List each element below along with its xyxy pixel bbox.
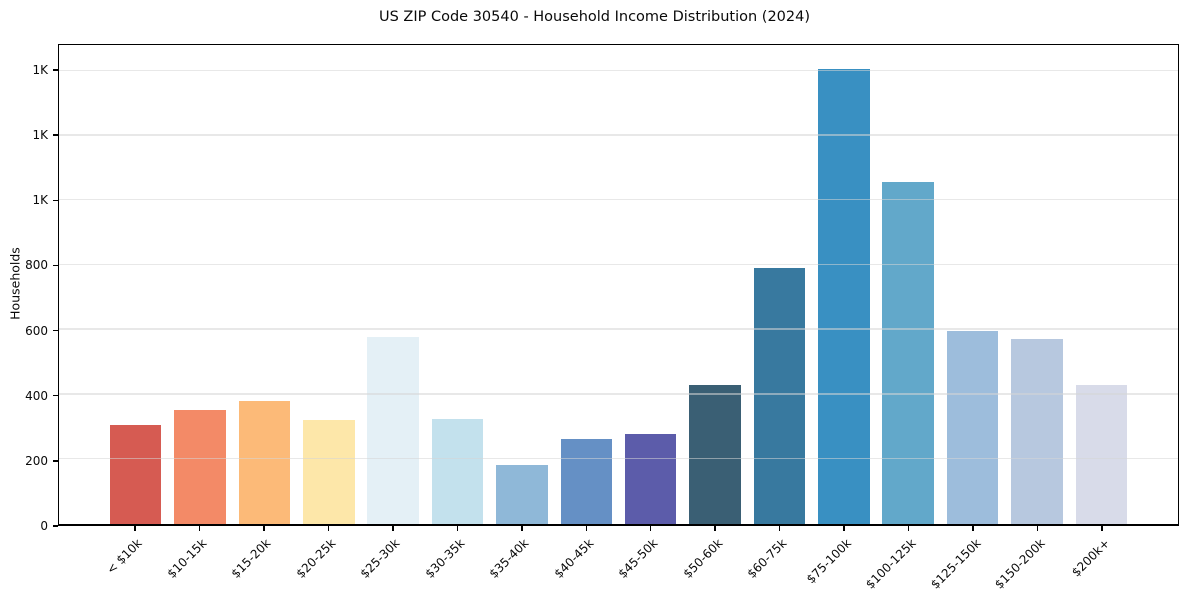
- y-tick-mark: [53, 69, 58, 71]
- bar: [303, 420, 355, 524]
- x-tick-mark: [1036, 526, 1039, 531]
- x-tick-label: $40-45k: [551, 536, 597, 581]
- x-tick-mark: [134, 526, 136, 531]
- x-tick-label: $35-40k: [486, 536, 532, 581]
- y-tick-label: 1K: [32, 128, 48, 143]
- x-tick-label: $50-60k: [680, 536, 726, 581]
- gridline: [59, 69, 1178, 71]
- x-tick-mark: [263, 526, 265, 531]
- x-tick-mark: [521, 526, 523, 531]
- chart-title: US ZIP Code 30540 - Household Income Dis…: [378, 9, 811, 25]
- x-tick-label: < $10k: [103, 536, 145, 577]
- y-tick-label: 1K: [32, 63, 48, 78]
- x-tick-label: $25-30k: [357, 536, 403, 581]
- bar: [624, 434, 677, 524]
- x-tick-label: $15-20k: [228, 536, 274, 581]
- y-tick-mark: [53, 134, 58, 136]
- bar: [818, 68, 870, 524]
- x-tick-label: $30-35k: [422, 536, 468, 581]
- y-tick-mark: [53, 264, 58, 267]
- bar: [560, 439, 613, 524]
- plot-area: [58, 44, 1179, 526]
- x-tick-mark: [972, 526, 974, 531]
- x-tick-label: $20-25k: [293, 536, 339, 581]
- y-tick-label: 0: [40, 519, 48, 533]
- bar: [109, 424, 162, 524]
- x-tick-label: $100-125k: [862, 536, 919, 590]
- x-tick-mark: [585, 526, 587, 531]
- y-tick-label: 800: [25, 258, 48, 273]
- bar: [946, 331, 999, 524]
- x-tick-mark: [843, 526, 845, 531]
- gridline: [59, 198, 1178, 201]
- y-tick-label: 1K: [32, 193, 48, 208]
- bar: [753, 267, 806, 524]
- bar: [689, 384, 741, 524]
- x-tick-mark: [1101, 526, 1103, 531]
- gridline: [59, 328, 1178, 330]
- x-tick-label: $200k+: [1068, 536, 1113, 580]
- x-tick-mark: [327, 526, 329, 531]
- bar: [367, 336, 419, 524]
- y-tick-mark: [53, 329, 58, 332]
- y-tick-mark: [53, 460, 58, 462]
- y-tick-label: 200: [25, 453, 48, 468]
- bar: [1011, 338, 1063, 524]
- x-tick-label: $75-100k: [803, 536, 855, 587]
- bar: [431, 419, 484, 524]
- bar: [496, 464, 548, 524]
- x-tick-label: $60-75k: [744, 536, 790, 581]
- x-tick-mark: [907, 526, 910, 531]
- y-tick-label: 400: [25, 388, 48, 403]
- gridline: [59, 457, 1178, 460]
- y-tick-mark: [53, 394, 58, 397]
- x-tick-label: $45-50k: [615, 536, 661, 581]
- gridline: [59, 263, 1178, 266]
- y-tick-mark: [53, 199, 58, 202]
- x-tick-mark: [456, 526, 458, 531]
- x-tick-label: $125-150k: [927, 536, 984, 590]
- x-tick-mark: [198, 526, 200, 531]
- y-tick-label: 600: [25, 323, 48, 338]
- gridline: [59, 134, 1178, 136]
- bar: [882, 181, 934, 524]
- bar: [174, 410, 226, 524]
- gridline: [59, 393, 1178, 395]
- x-tick-mark: [649, 526, 652, 531]
- x-tick-mark: [392, 526, 394, 531]
- x-tick-mark: [778, 526, 781, 531]
- y-tick-mark: [53, 525, 58, 527]
- bar: [1075, 385, 1128, 524]
- bar: [238, 401, 291, 524]
- x-tick-label: $150-200k: [991, 536, 1048, 590]
- x-tick-mark: [714, 526, 716, 531]
- x-tick-label: $10-15k: [164, 536, 210, 581]
